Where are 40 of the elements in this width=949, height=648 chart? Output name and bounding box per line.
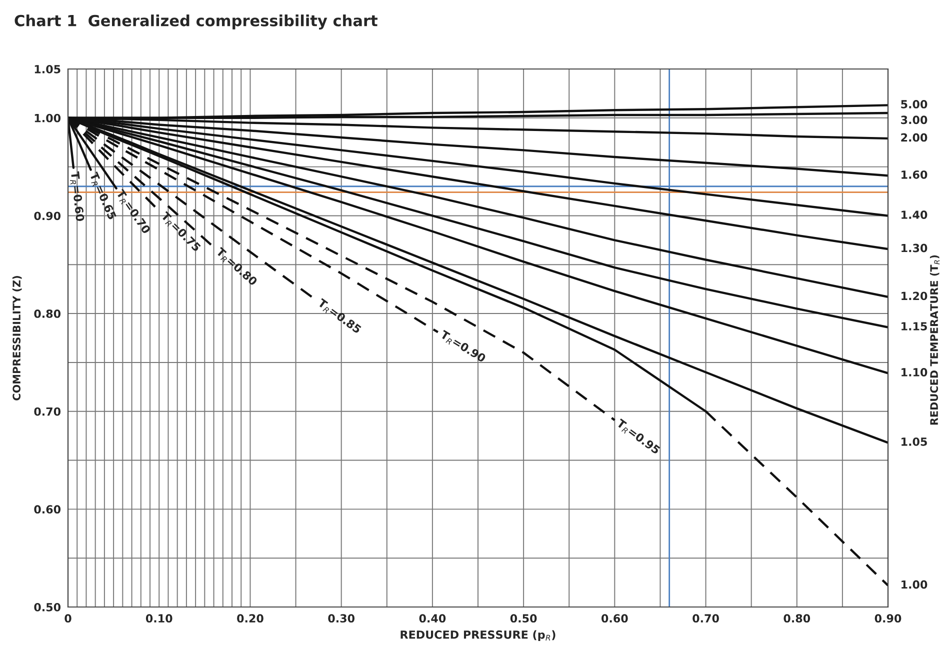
- x-tick-label: 0.10: [146, 614, 172, 623]
- series-label: 1.05: [902, 437, 927, 446]
- series-label: 5.00: [901, 100, 928, 108]
- y-tick-label: 0.80: [34, 310, 61, 318]
- series-label: 2.00: [901, 133, 928, 142]
- series-label: 1.10: [902, 368, 928, 376]
- text: T$_{R}$=0.90: [438, 330, 486, 364]
- series-label: 1.00: [902, 580, 928, 589]
- text: T$_{R}$=0.80: [214, 246, 258, 288]
- text: T$_{R}$=0.60: [69, 171, 85, 222]
- x-axis-title: REDUCED PRESSURE (p$_{R}$): [400, 630, 556, 641]
- x-tick-label: 0.60: [601, 614, 628, 623]
- y-tick-label: 0.90: [34, 212, 61, 220]
- x-tick-label: 0.80: [784, 614, 810, 623]
- y-tick-label: 0.50: [34, 602, 61, 612]
- x-tick-label: 0.50: [510, 614, 537, 623]
- text: T$_{R}$=0.70: [114, 188, 151, 236]
- series-label: 1.60: [902, 170, 928, 179]
- y-axis-title: COMPRESSIBILITY (Z): [12, 276, 22, 400]
- chart-title: Chart 1 Generalized compressibility chart: [14, 14, 378, 30]
- x-tick-label: 0.40: [419, 614, 446, 623]
- y-tick-label: 1.00: [34, 114, 61, 122]
- x-tick-label: 0.30: [328, 614, 355, 623]
- x-tick-label: 0.70: [692, 614, 719, 623]
- text: T$_{R}$=0.95: [615, 418, 661, 456]
- y-tick-label: 1.05: [34, 64, 60, 74]
- text: T$_{R}$=0.65: [88, 171, 117, 221]
- x-tick-label: 0.90: [874, 614, 902, 623]
- y-tick-label: 0.70: [34, 407, 61, 416]
- x-tick-label: 0.20: [237, 614, 264, 623]
- y2-axis-title: REDUCED TEMPERATURE (T$_{R}$): [930, 255, 940, 425]
- y-tick-label: 0.60: [34, 505, 61, 514]
- text: T$_{R}$=0.75: [159, 210, 202, 254]
- x-tick-label: 0: [64, 614, 72, 623]
- text: T$_{R}$=0.85: [316, 298, 362, 336]
- series-label: 1.15: [902, 322, 927, 330]
- series-label: 1.20: [902, 292, 928, 300]
- series-label: 1.40: [902, 210, 928, 219]
- series-label: 1.30: [902, 244, 928, 252]
- series-label: 3.00: [901, 116, 928, 124]
